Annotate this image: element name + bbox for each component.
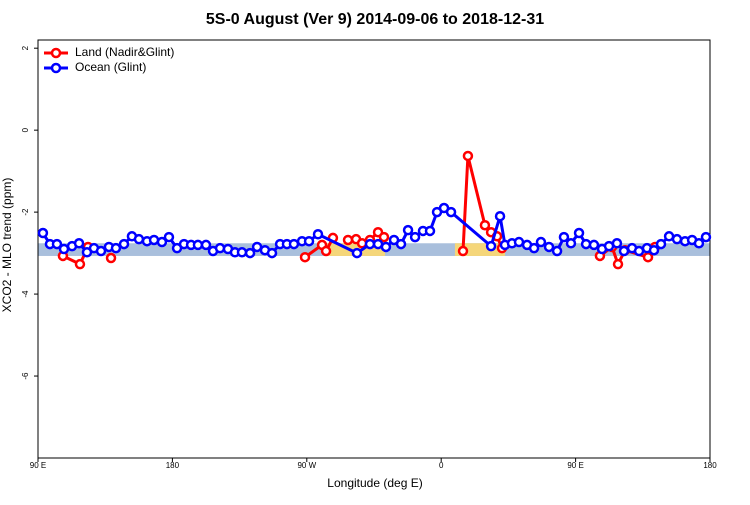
data-point [105, 252, 117, 264]
data-point [612, 258, 624, 270]
chart-title: 5S-0 August (Ver 9) 2014-09-06 to 2018-1… [206, 11, 544, 28]
data-point [244, 247, 256, 259]
data-point [74, 258, 86, 270]
data-point [364, 238, 376, 250]
data-point [299, 251, 311, 263]
data-point [655, 238, 667, 250]
data-point [693, 238, 705, 249]
data-point [462, 150, 474, 162]
data-point [320, 245, 332, 257]
data-point [543, 241, 555, 253]
legend-marker [50, 62, 62, 74]
data-point [528, 242, 540, 254]
data-point [479, 219, 491, 231]
data-point [535, 236, 547, 248]
data-point [611, 238, 623, 249]
data-point [402, 224, 414, 236]
data-point [485, 240, 497, 252]
data-point [558, 231, 570, 243]
data-point [457, 245, 469, 257]
y-tick-label: 0 [21, 127, 30, 132]
data-point [37, 227, 49, 239]
data-point [445, 206, 457, 218]
data-point [409, 231, 421, 243]
y-tick-label: -4 [21, 290, 30, 298]
data-point [351, 247, 363, 259]
legend-marker [50, 47, 62, 59]
plot-frame [37, 39, 711, 459]
data-point [236, 247, 248, 258]
data-point [573, 227, 585, 239]
data-point [588, 239, 600, 251]
data-point [58, 243, 70, 255]
data-point [618, 245, 630, 257]
data-point [200, 239, 212, 251]
y-tick-label: 2 [21, 45, 30, 50]
data-point [118, 238, 130, 250]
data-point [95, 245, 107, 257]
legend-label: Land (Nadir&Glint) [75, 45, 174, 59]
x-tick-label: 180 [166, 461, 180, 470]
data-point [133, 233, 145, 245]
data-point [395, 238, 407, 250]
data-point [288, 238, 300, 250]
x-tick-label: 180 [703, 461, 717, 470]
data-point [671, 233, 683, 245]
data-point [648, 244, 660, 256]
data-point [342, 234, 354, 246]
x-tick-label: 90 E [567, 461, 583, 470]
data-point [192, 239, 204, 251]
data-point [700, 231, 712, 243]
data-point [110, 242, 122, 254]
data-point [380, 241, 392, 253]
data-point [303, 235, 315, 247]
x-tick-label: 0 [439, 461, 444, 470]
data-point [73, 238, 85, 249]
data-point [266, 247, 278, 259]
data-point [551, 245, 563, 257]
data-point [312, 228, 324, 240]
data-point [378, 231, 390, 243]
x-tick-label: 90 E [30, 461, 46, 470]
x-axis-label: Longitude (deg E) [327, 476, 422, 490]
data-point [513, 236, 525, 248]
data-point [424, 225, 436, 237]
data-point [494, 210, 506, 222]
data-point [51, 238, 63, 250]
y-tick-label: -6 [21, 372, 30, 380]
data-point [565, 238, 577, 249]
y-tick-label: -2 [21, 208, 30, 216]
data-point [156, 236, 168, 248]
y-axis-label: XCO2 - MLO trend (ppm) [0, 178, 14, 313]
legend-label: Ocean (Glint) [75, 60, 146, 74]
data-point [163, 231, 175, 243]
x-tick-label: 90 W [297, 461, 316, 470]
